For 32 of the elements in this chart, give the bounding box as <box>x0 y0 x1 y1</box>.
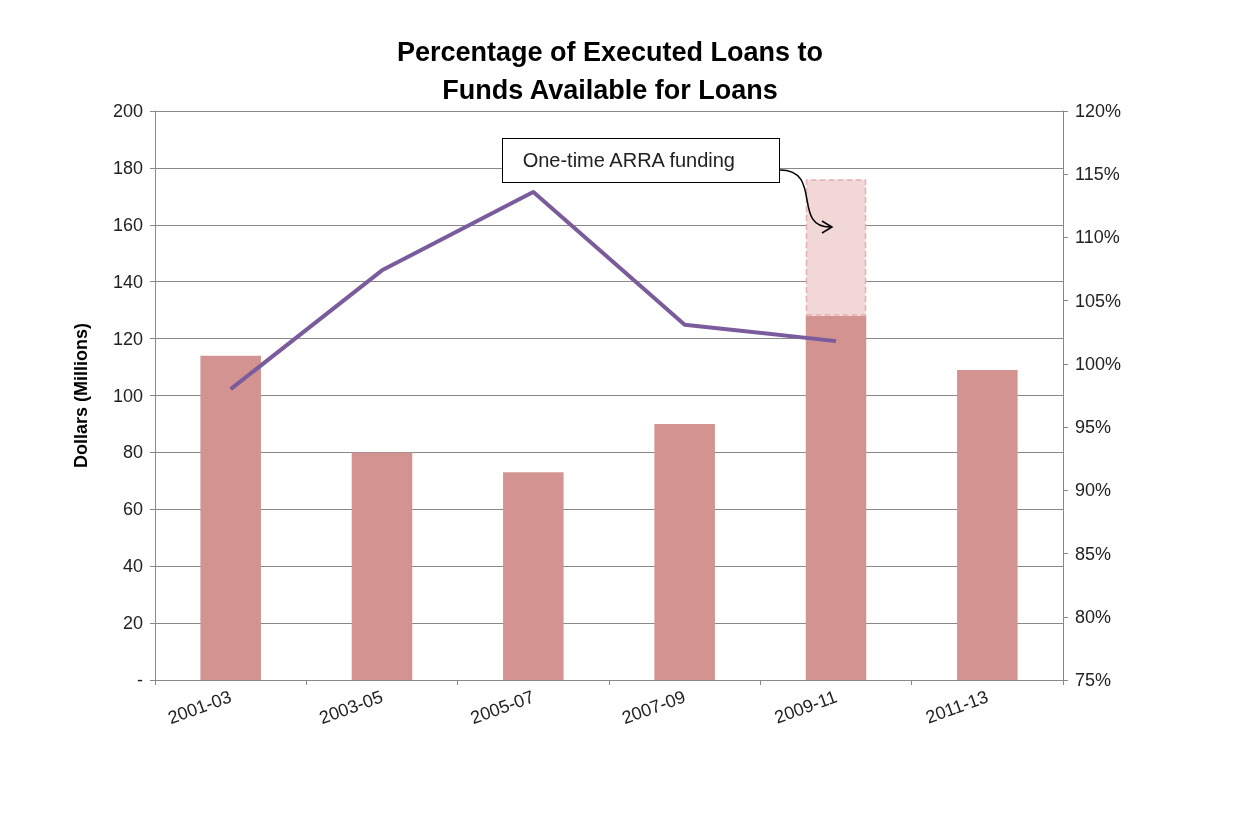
y2-tick-label: 110% <box>1075 227 1120 248</box>
bar <box>805 315 867 680</box>
bar <box>503 472 564 680</box>
line-series <box>228 189 838 392</box>
y-tick-label: 180 <box>112 157 143 178</box>
y-tick-label: 120 <box>112 328 143 349</box>
bar <box>351 452 413 680</box>
y-tick-label: 20 <box>122 613 143 634</box>
y2-tick-label: 85% <box>1075 543 1112 564</box>
y-tick-label: 200 <box>112 101 143 121</box>
y-tick-label: 40 <box>122 556 143 577</box>
callout-box: One-time ARRA funding <box>501 138 780 184</box>
y2-tick-label: 105% <box>1075 290 1122 311</box>
y-tick-label: 60 <box>122 499 143 520</box>
y-tick-label: 100 <box>112 385 143 406</box>
chart-title: Percentage of Executed Loans to Funds Available for Loans <box>396 37 824 105</box>
y2-tick-label: 90% <box>1075 480 1112 501</box>
y2-tick-label: 80% <box>1075 606 1112 627</box>
y-tick-label: 140 <box>112 271 143 292</box>
bar <box>654 423 715 680</box>
y-tick-label: 160 <box>112 214 143 235</box>
bar <box>200 355 261 680</box>
y2-tick-label: 95% <box>1075 417 1112 438</box>
y2-tick-label: 115% <box>1075 164 1120 185</box>
bar <box>957 369 1018 680</box>
y2-tick-label: 120% <box>1075 101 1122 121</box>
y-tick-label: - <box>137 670 143 690</box>
y-axis-title: Dollars (Millions) <box>71 322 91 469</box>
y2-tick-label: 100% <box>1075 353 1122 374</box>
bar <box>805 179 867 316</box>
y-tick-label: 80 <box>122 442 143 463</box>
y2-tick-label: 75% <box>1075 670 1112 690</box>
